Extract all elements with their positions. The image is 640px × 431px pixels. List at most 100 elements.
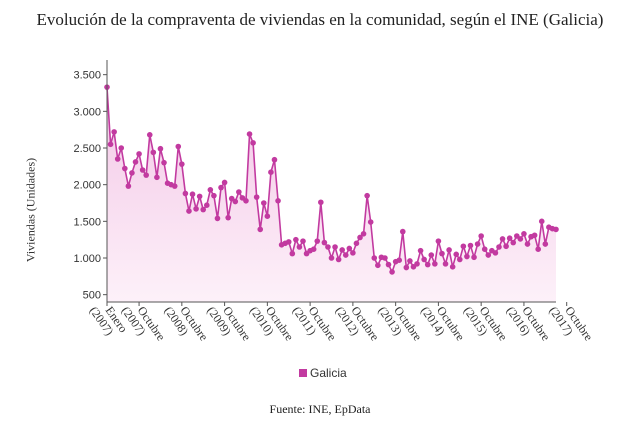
y-axis: 500 1.000 1.500 2.000 2.500 3.000 3.500 bbox=[73, 60, 108, 302]
y-tick-label: 2.000 bbox=[73, 180, 101, 192]
data-point bbox=[296, 244, 303, 250]
data-point bbox=[154, 174, 160, 181]
data-point bbox=[424, 261, 431, 268]
data-point bbox=[221, 179, 228, 186]
legend-label-galicia: Galicia bbox=[310, 366, 347, 380]
legend: Galicia bbox=[299, 366, 347, 380]
data-point bbox=[203, 202, 210, 208]
data-point bbox=[285, 239, 292, 245]
data-point bbox=[129, 170, 135, 176]
area-fill bbox=[107, 87, 556, 302]
data-point bbox=[318, 199, 324, 206]
x-axis: Enero(2007) Octubre(2007) Octubre(2008) Oct… bbox=[87, 301, 596, 344]
data-point bbox=[417, 247, 424, 254]
data-point bbox=[385, 261, 392, 268]
data-point bbox=[435, 238, 442, 244]
data-point bbox=[335, 256, 342, 263]
data-point bbox=[214, 215, 221, 222]
x-tick-label: Octubre(2008) bbox=[162, 304, 211, 344]
x-tick-label: Octubre(2015) bbox=[461, 304, 510, 344]
plot-area bbox=[104, 84, 559, 302]
data-point bbox=[367, 219, 374, 225]
y-tick-label: 1.000 bbox=[73, 253, 101, 265]
data-point bbox=[517, 236, 524, 242]
data-point bbox=[474, 241, 481, 247]
x-tick-label: Octubre(2017) bbox=[546, 304, 595, 344]
data-point bbox=[293, 236, 299, 243]
data-point bbox=[143, 172, 149, 178]
data-point bbox=[446, 247, 452, 253]
data-point bbox=[139, 167, 146, 173]
data-point bbox=[122, 165, 128, 172]
data-point bbox=[136, 151, 142, 157]
data-point bbox=[150, 149, 157, 156]
data-point bbox=[225, 214, 231, 221]
x-tick-label: Octubre(2014) bbox=[418, 304, 467, 344]
y-tick-label: 2.500 bbox=[73, 143, 101, 155]
data-point bbox=[346, 245, 353, 252]
data-point bbox=[332, 244, 338, 250]
x-tick-label: Enero(2007) bbox=[87, 304, 131, 338]
data-point bbox=[146, 132, 153, 138]
data-point bbox=[289, 250, 296, 257]
data-point bbox=[125, 183, 132, 189]
data-point bbox=[161, 159, 167, 166]
data-point bbox=[257, 226, 264, 233]
data-point bbox=[553, 226, 559, 233]
data-point bbox=[521, 231, 527, 237]
data-point bbox=[268, 169, 274, 175]
data-point bbox=[271, 156, 278, 163]
x-tick-label: Octubre(2010) bbox=[247, 304, 296, 344]
data-point bbox=[157, 145, 164, 152]
data-point bbox=[300, 238, 306, 244]
data-point bbox=[499, 236, 506, 242]
data-point bbox=[496, 244, 502, 250]
data-point bbox=[389, 269, 395, 275]
data-point bbox=[535, 246, 541, 252]
data-point bbox=[275, 198, 281, 204]
data-point bbox=[189, 191, 196, 197]
data-point bbox=[246, 131, 253, 137]
data-point bbox=[114, 156, 121, 162]
data-point bbox=[186, 208, 192, 214]
data-point bbox=[321, 239, 328, 246]
x-tick-label: Octubre(2016) bbox=[504, 304, 553, 344]
data-point bbox=[260, 200, 267, 206]
data-point bbox=[414, 261, 420, 267]
data-point bbox=[218, 184, 224, 191]
data-point bbox=[442, 261, 449, 267]
data-point bbox=[464, 253, 470, 260]
data-point bbox=[310, 246, 317, 252]
data-point bbox=[232, 198, 239, 205]
legend-swatch bbox=[299, 369, 307, 377]
data-point bbox=[182, 190, 189, 197]
data-point bbox=[339, 247, 345, 253]
data-point bbox=[211, 192, 217, 199]
data-point bbox=[325, 244, 331, 250]
data-point bbox=[175, 143, 182, 150]
data-point bbox=[371, 255, 378, 261]
x-tick-label: Octubre(2013) bbox=[375, 304, 424, 344]
data-point bbox=[360, 231, 367, 237]
data-point bbox=[478, 233, 484, 239]
x-tick-label: Octubre(2012) bbox=[333, 304, 382, 344]
data-point bbox=[250, 140, 256, 146]
data-point bbox=[531, 232, 538, 239]
data-point bbox=[207, 187, 214, 193]
data-point bbox=[481, 246, 488, 252]
data-point bbox=[506, 235, 513, 241]
data-point bbox=[396, 257, 403, 264]
data-point bbox=[524, 241, 531, 247]
data-point bbox=[503, 243, 509, 250]
data-point bbox=[314, 238, 321, 244]
data-point bbox=[118, 145, 125, 151]
data-point bbox=[236, 189, 242, 195]
data-point bbox=[407, 258, 413, 264]
data-point bbox=[264, 213, 271, 219]
data-point bbox=[471, 254, 477, 261]
y-tick-label: 3.000 bbox=[73, 106, 101, 118]
data-point bbox=[353, 240, 360, 247]
chart-title: Evolución de la compraventa de viviendas… bbox=[36, 10, 604, 29]
data-point bbox=[200, 206, 207, 213]
